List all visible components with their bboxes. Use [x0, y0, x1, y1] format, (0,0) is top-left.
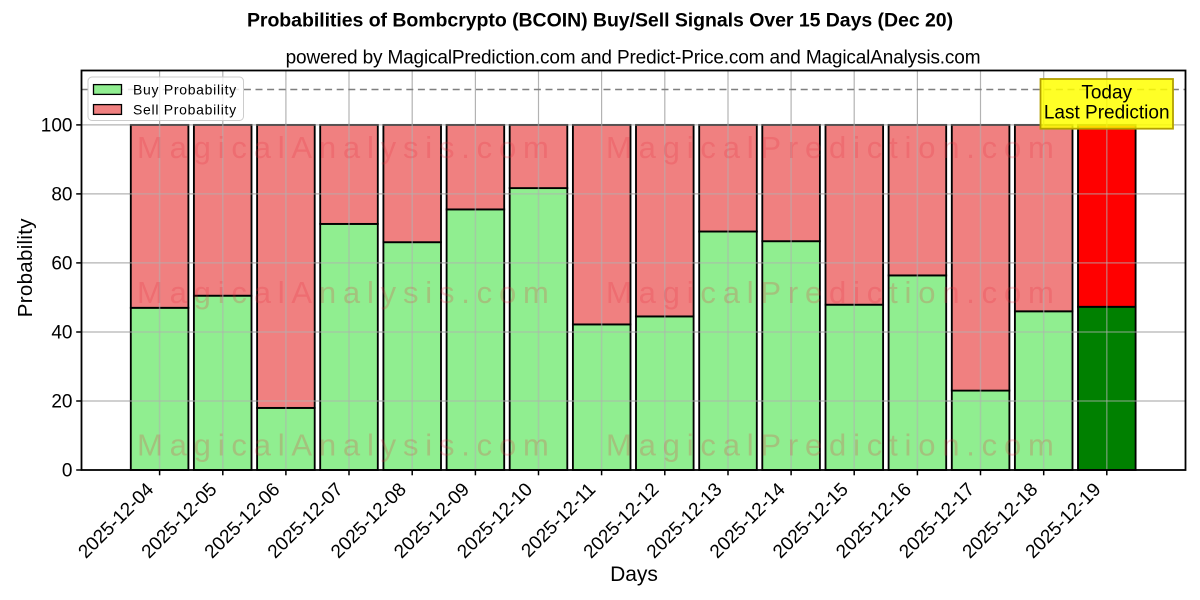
svg-text:MagicalAnalysis.com: MagicalAnalysis.com — [137, 130, 556, 165]
svg-text:Today: Today — [1081, 83, 1132, 104]
svg-text:MagicalPrediction.com: MagicalPrediction.com — [606, 428, 1061, 463]
svg-text:60: 60 — [51, 254, 72, 275]
svg-text:MagicalPrediction.com: MagicalPrediction.com — [606, 275, 1061, 310]
svg-text:Sell Probability: Sell Probability — [133, 102, 237, 118]
svg-text:MagicalPrediction.com: MagicalPrediction.com — [606, 130, 1061, 165]
svg-text:Buy Probability: Buy Probability — [133, 81, 237, 97]
svg-text:0: 0 — [62, 461, 73, 482]
svg-text:Last Prediction: Last Prediction — [1044, 103, 1170, 124]
svg-text:Days: Days — [610, 563, 658, 586]
svg-text:20: 20 — [51, 392, 72, 413]
svg-text:Probability: Probability — [14, 218, 37, 317]
svg-text:MagicalAnalysis.com: MagicalAnalysis.com — [137, 428, 556, 463]
svg-text:Probabilities of Bombcrypto (B: Probabilities of Bombcrypto (BCOIN) Buy/… — [247, 10, 953, 32]
svg-text:MagicalAnalysis.com: MagicalAnalysis.com — [137, 275, 556, 310]
svg-text:100: 100 — [41, 116, 73, 137]
svg-text:40: 40 — [51, 323, 72, 344]
svg-text:powered by MagicalPrediction.c: powered by MagicalPrediction.com and Pre… — [286, 48, 981, 69]
svg-text:80: 80 — [51, 185, 72, 206]
